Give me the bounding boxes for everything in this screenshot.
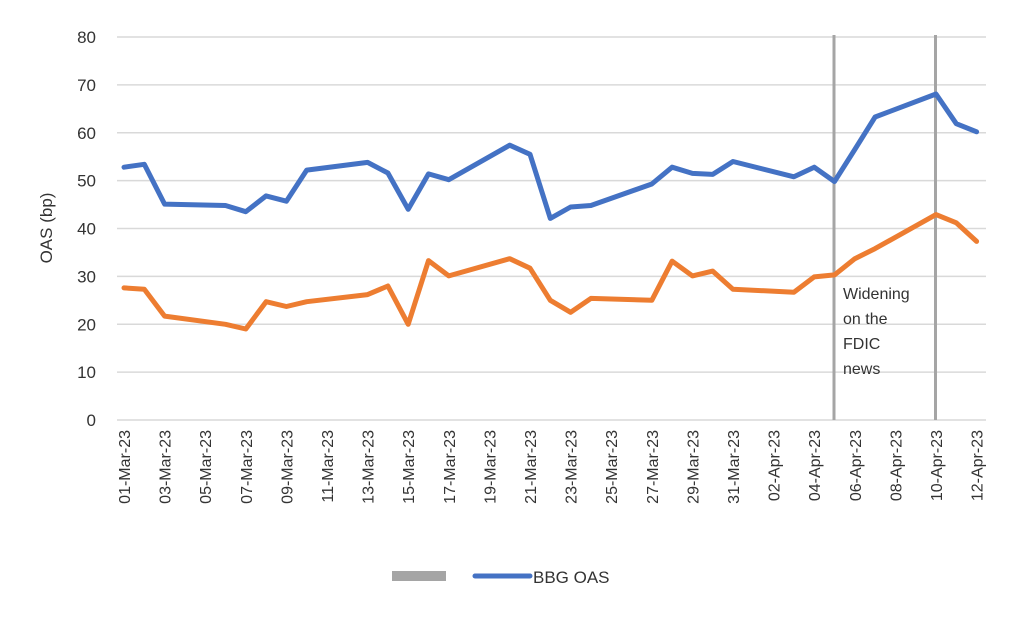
- y-tick-label: 70: [77, 76, 96, 95]
- annotation: Widening on the FDIC news: [843, 286, 910, 378]
- x-tick-label: 31-Mar-23: [726, 430, 743, 504]
- series-line-2: [121, 212, 980, 332]
- x-tick-label: 17-Mar-23: [442, 430, 459, 504]
- x-tick-label: 09-Mar-23: [279, 430, 296, 504]
- x-tick-label: 29-Mar-23: [685, 430, 702, 504]
- series-lines: [121, 91, 980, 332]
- x-tick-label: 15-Mar-23: [401, 430, 418, 504]
- x-tick-label: 03-Mar-23: [158, 430, 175, 504]
- x-tick-label: 01-Mar-23: [117, 430, 134, 504]
- x-tick-label: 19-Mar-23: [482, 430, 499, 504]
- y-tick-label: 40: [77, 220, 96, 239]
- x-tick-label: 23-Mar-23: [564, 430, 581, 504]
- legend-swatch-marker: [392, 571, 446, 581]
- y-axis-ticks: 0 10 20 30 40 50 60 70 80: [77, 28, 96, 430]
- x-tick-label: 07-Mar-23: [239, 430, 256, 504]
- x-tick-label: 04-Apr-23: [807, 430, 824, 501]
- x-tick-label: 25-Mar-23: [604, 430, 621, 504]
- x-tick-label: 08-Apr-23: [888, 430, 905, 501]
- x-tick-label: 05-Mar-23: [198, 430, 215, 504]
- series-line-bbg-oas: [121, 91, 980, 221]
- y-tick-label: 10: [77, 363, 96, 382]
- annotation-line-3: FDIC: [843, 336, 880, 353]
- x-tick-label: 21-Mar-23: [523, 430, 540, 504]
- y-tick-label: 0: [87, 411, 96, 430]
- x-tick-label: 10-Apr-23: [929, 430, 946, 501]
- x-tick-label: 12-Apr-23: [970, 430, 987, 501]
- x-tick-label: 06-Apr-23: [848, 430, 865, 501]
- x-tick-label: 02-Apr-23: [767, 430, 784, 501]
- x-axis-ticks: 01-Mar-23 03-Mar-23 05-Mar-23 07-Mar-23 09-M…: [117, 430, 987, 504]
- y-axis-label: OAS (bp): [37, 193, 56, 264]
- x-tick-label: 27-Mar-23: [645, 430, 662, 504]
- y-tick-label: 60: [77, 124, 96, 143]
- legend: BBG OAS: [392, 568, 610, 587]
- x-tick-label: 13-Mar-23: [361, 430, 378, 504]
- annotation-line-4: news: [843, 361, 880, 378]
- annotation-line-2: on the: [843, 311, 888, 328]
- annotation-line-1: Widening: [843, 286, 910, 303]
- gridlines: [117, 36, 986, 421]
- y-tick-label: 80: [77, 28, 96, 47]
- y-tick-label: 50: [77, 172, 96, 191]
- x-tick-label: 11-Mar-23: [320, 430, 337, 503]
- legend-label-bbg-oas: BBG OAS: [533, 568, 610, 587]
- y-tick-label: 20: [77, 315, 96, 334]
- vertical-markers: [832, 35, 937, 420]
- y-tick-label: 30: [77, 267, 96, 286]
